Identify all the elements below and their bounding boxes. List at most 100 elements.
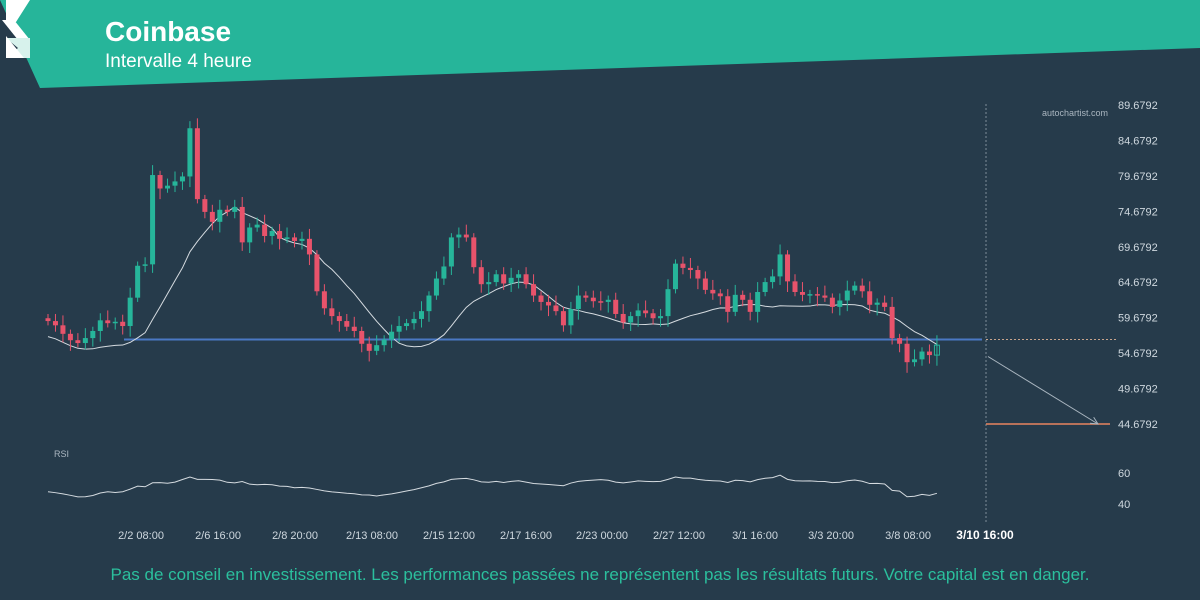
x-tick-label: 2/27 12:00: [653, 530, 705, 542]
candle-body: [643, 310, 649, 314]
candle-body: [142, 264, 148, 266]
forecast-arrow-line: [987, 356, 1099, 425]
x-tick-label: 2/2 08:00: [118, 530, 164, 542]
header-banner: Coinbase Intervalle 4 heure: [0, 0, 1200, 90]
candle-body: [650, 313, 656, 319]
candle-body: [336, 316, 342, 322]
watermark-label: autochartist.com: [1042, 108, 1108, 118]
candle-body: [389, 331, 395, 340]
y-tick-label: 64.6792: [1118, 277, 1158, 289]
candle-body: [329, 308, 335, 317]
candle-body: [239, 206, 245, 243]
candle-body: [590, 297, 596, 302]
candle-body: [732, 294, 738, 312]
candle-body: [777, 254, 783, 277]
candle-body: [292, 237, 298, 241]
candle-body: [792, 281, 798, 292]
candle-body: [919, 351, 925, 360]
candle-body: [560, 311, 566, 326]
candle-body: [531, 284, 537, 296]
candle-body: [926, 351, 932, 356]
candle-body: [613, 299, 619, 314]
banner-background: [0, 0, 1200, 88]
rsi-tick-label: 40: [1118, 499, 1130, 511]
candle-body: [52, 321, 58, 326]
candle-body: [359, 330, 365, 344]
candle-body: [90, 330, 96, 339]
instrument-title: Coinbase: [105, 16, 232, 47]
candle-body: [605, 299, 611, 302]
candle-body: [209, 211, 215, 222]
candle-body: [897, 338, 903, 344]
y-tick-label: 54.6792: [1118, 348, 1158, 360]
candle-body: [82, 338, 88, 344]
candle-body: [620, 313, 626, 323]
x-tick-label: 3/10 16:00: [956, 528, 1014, 542]
candle-body: [740, 294, 746, 300]
candle-body: [441, 266, 447, 279]
candle-body: [381, 339, 387, 346]
candle-body: [687, 267, 693, 271]
candle-body: [299, 238, 305, 241]
x-tick-label: 2/15 12:00: [423, 530, 475, 542]
forecast-arrow-head: [1089, 416, 1099, 425]
x-tick-label: 3/3 20:00: [808, 530, 854, 542]
candle-body: [516, 274, 522, 278]
candle-body: [366, 343, 372, 351]
candle-body: [232, 206, 238, 212]
candle-body: [904, 343, 910, 363]
candle-body: [867, 291, 873, 305]
x-tick-label: 2/6 16:00: [195, 530, 241, 542]
y-tick-label: 69.6792: [1118, 242, 1158, 254]
candle-body: [762, 282, 768, 292]
candle-body: [717, 293, 723, 297]
candle-body: [433, 278, 439, 296]
candle-body: [45, 318, 51, 322]
candle-body: [105, 320, 111, 324]
candle-body: [321, 291, 327, 309]
candle-body: [194, 128, 200, 200]
x-tick-label: 3/1 16:00: [732, 530, 778, 542]
candle-body: [635, 310, 641, 317]
candle-body: [396, 326, 402, 332]
candle-body: [150, 175, 156, 265]
interval-subtitle: Intervalle 4 heure: [105, 51, 252, 72]
candle-body: [463, 234, 469, 238]
candle-body: [770, 276, 776, 283]
coinbase-logo-icon: [2, 0, 30, 58]
candle-body: [747, 299, 753, 312]
candle-body: [501, 274, 507, 284]
candle-body: [874, 302, 880, 305]
candle-body: [404, 323, 410, 327]
candle-body: [172, 181, 178, 186]
candle-body: [179, 176, 185, 182]
candle-body: [658, 316, 664, 319]
candle-body: [538, 295, 544, 302]
candle-body: [344, 321, 350, 327]
candle-body: [799, 291, 805, 295]
candle-body: [262, 224, 268, 236]
candle-body: [60, 325, 66, 334]
candle-body: [224, 209, 230, 212]
candle-body: [75, 340, 81, 344]
candle-body: [598, 301, 604, 303]
rsi-tick-label: 60: [1118, 468, 1130, 480]
candle-body: [269, 231, 275, 236]
candle-body: [568, 309, 574, 326]
candle-body: [545, 301, 551, 306]
y-tick-label: 84.6792: [1118, 135, 1158, 147]
candle-body: [374, 345, 380, 351]
candle-body: [852, 285, 858, 291]
candle-body: [112, 321, 118, 324]
candle-body: [822, 295, 828, 298]
candle-body: [583, 295, 589, 298]
candle-body: [508, 277, 514, 284]
rsi-line: [47, 474, 938, 498]
candle-body: [755, 291, 761, 312]
candle-body: [814, 294, 820, 296]
candle-body: [254, 224, 260, 228]
candle-body: [165, 185, 171, 189]
candle-body: [471, 237, 477, 268]
candle-body: [456, 234, 462, 238]
